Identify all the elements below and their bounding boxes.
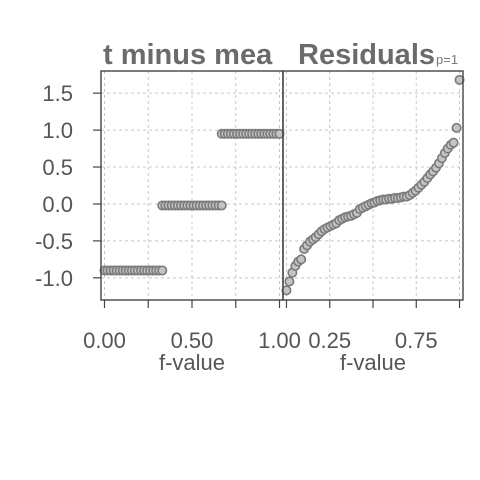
data-point: [284, 276, 295, 287]
left-y-ticks: -1.0 -0.5 0.0 0.5 1.0 1.5: [35, 81, 101, 291]
right-x-tick-label: 0.75: [395, 328, 438, 353]
left-x-tick-label: 0.50: [171, 328, 214, 353]
left-x-axis-label: f-value: [159, 350, 225, 375]
right-panel-title: Residuals: [298, 39, 435, 71]
data-point: [157, 265, 168, 276]
left-y-tick-label: 1.0: [42, 118, 73, 143]
data-point: [216, 200, 227, 211]
right-x-axis-label: f-value: [340, 350, 406, 375]
left-gridlines: [101, 71, 283, 300]
left-panel-title: t minus mea: [103, 39, 273, 71]
right-points: [281, 74, 465, 296]
data-point: [448, 137, 459, 148]
left-x-tick-label: 0.00: [83, 328, 126, 353]
left-x-tick-label: 1.00: [258, 328, 301, 353]
left-points: [99, 128, 285, 276]
right-gridlines: [283, 71, 463, 300]
panel-residuals: 0.25 0.75 Residuals p=1 f-value: [281, 39, 465, 375]
right-panel-label: p=1: [436, 52, 458, 67]
panel-t-minus-mean: 0.00 0.50 1.00 -1.0 -0.5 0.0 0.5 1.0 1.5 t minu…: [35, 39, 301, 375]
data-point: [451, 122, 462, 133]
data-point: [296, 254, 307, 265]
data-point: [281, 285, 292, 296]
left-y-tick-label: -1.0: [35, 266, 73, 291]
left-x-ticks: 0.00 0.50 1.00: [83, 300, 301, 353]
data-point: [454, 74, 465, 85]
right-x-tick-label: 0.25: [308, 328, 351, 353]
left-y-tick-label: -0.5: [35, 229, 73, 254]
right-x-ticks: 0.25 0.75: [285, 300, 461, 353]
left-y-tick-label: 0.0: [42, 192, 73, 217]
right-panel-frame: [282, 70, 464, 301]
left-y-tick-label: 1.5: [42, 81, 73, 106]
left-y-tick-label: 0.5: [42, 155, 73, 180]
